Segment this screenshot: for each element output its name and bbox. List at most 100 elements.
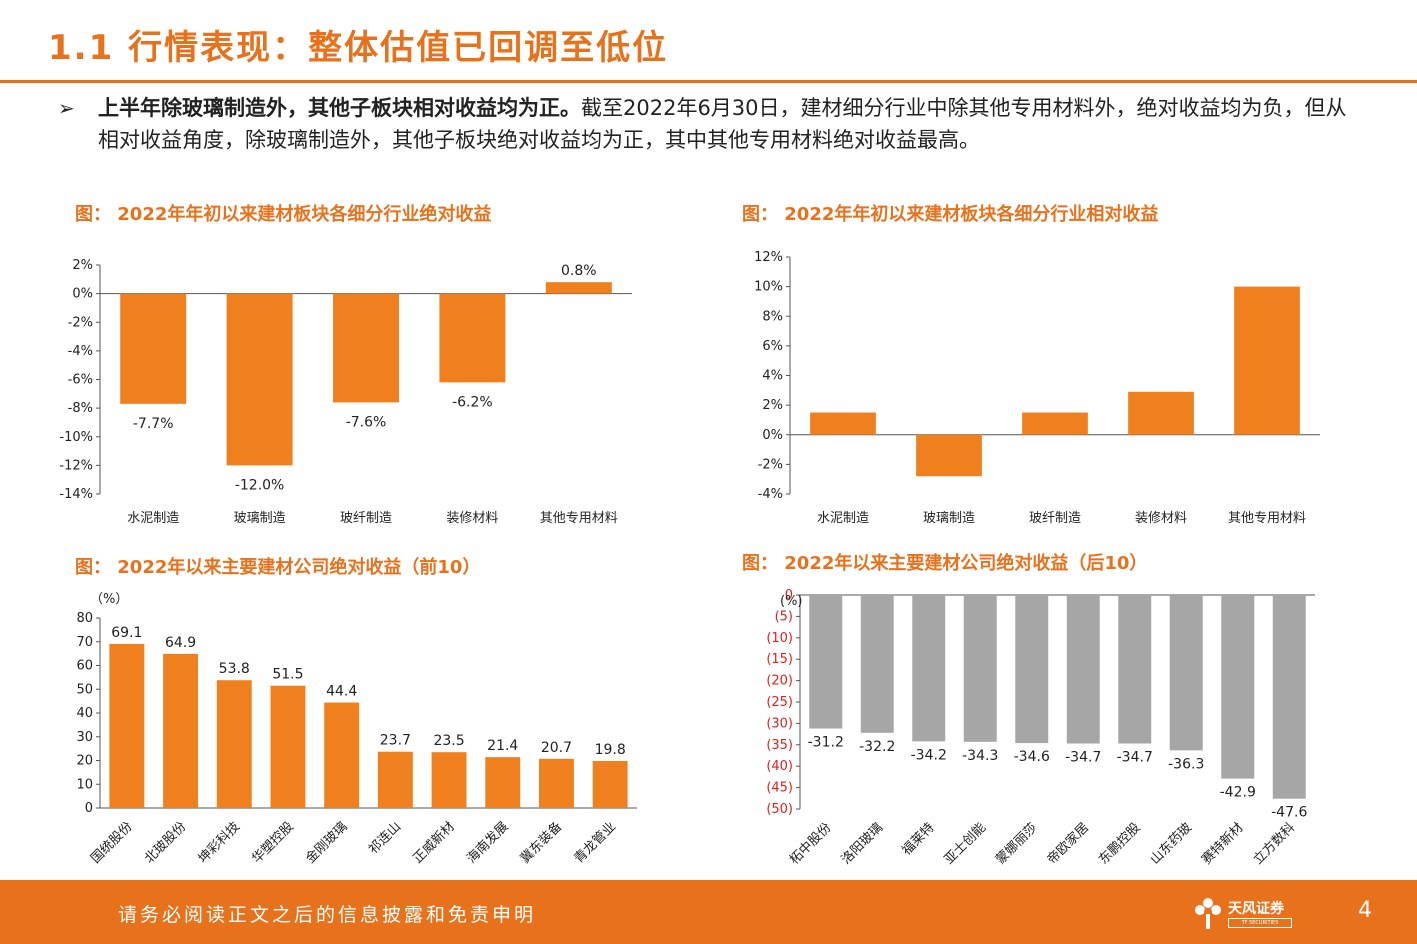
y-tick-label: 0% — [72, 287, 93, 302]
bar — [538, 758, 574, 808]
bar — [1221, 595, 1255, 779]
category-label: 玻璃制造 — [234, 511, 286, 526]
chart-relative-return: 12% 10% 8% 6% 4% 2% 0% -2% -4% 水泥制造 玻璃制造 玻纤制造 装修材料 其他… — [754, 250, 1320, 526]
footer-bar: 请务必阅读正文之后的信息披露和免责申明 天风证券 TF SECURITIES 4 — [0, 880, 1417, 944]
bullet-bold-text: 上半年除玻璃制造外，其他子板块相对收益均为正。 — [98, 96, 581, 120]
y-tick-label: 6% — [762, 339, 783, 354]
bar — [163, 653, 199, 808]
y-unit-label: （%） — [90, 592, 128, 607]
category-label: 冀东装备 — [517, 819, 565, 867]
category-label: 帝欧家居 — [1044, 820, 1092, 868]
category-label: 海南发展 — [463, 819, 511, 867]
category-label: 水泥制造 — [127, 511, 179, 526]
y-tick-label: 2% — [762, 398, 783, 413]
data-label: -7.6% — [346, 414, 387, 430]
category-label: 山东药玻 — [1148, 820, 1195, 867]
y-tick-label: 10% — [754, 280, 783, 295]
chart-absolute-return: 2% 0% -2% -4% -6% -8% -10% -12% -14% -7.7% 水泥制造 -12… — [59, 258, 632, 526]
chart-bottom10-companies: 0 (5) (10) (15) (20) (25) (30) (35) (40) (45) (50)… — [766, 588, 1315, 868]
category-label: 其他专用材料 — [1228, 511, 1306, 526]
bar — [1015, 595, 1049, 744]
bar — [916, 434, 982, 477]
bullet-paragraph: ➢ 上半年除玻璃制造外，其他子板块相对收益均为正。截至2022年6月30日，建材… — [58, 92, 1348, 156]
category-label: 洛阳玻璃 — [839, 820, 886, 867]
category-label: 装修材料 — [1135, 511, 1187, 526]
bar — [324, 702, 360, 808]
data-label: 20.7 — [541, 740, 572, 756]
category-label: 国统股份 — [88, 819, 135, 866]
y-tick-label: -12% — [59, 458, 93, 473]
y-tick-label: -8% — [68, 401, 93, 416]
bar — [109, 643, 145, 808]
bar — [439, 293, 506, 383]
bar — [1022, 412, 1088, 435]
data-label: -47.6 — [1271, 805, 1307, 821]
y-tick-label: 12% — [754, 250, 783, 265]
bullet-text: 上半年除玻璃制造外，其他子板块相对收益均为正。截至2022年6月30日，建材细分… — [98, 92, 1348, 156]
y-tick-label: (50) — [766, 802, 793, 817]
category-label: 立方数科 — [1250, 820, 1298, 868]
data-label: 64.9 — [165, 635, 196, 651]
bar — [1118, 595, 1152, 744]
data-label: -31.2 — [808, 735, 844, 751]
category-label: 玻璃制造 — [923, 511, 975, 526]
y-tick-label: 10 — [76, 777, 93, 792]
page-number: 4 — [1358, 898, 1372, 923]
y-tick-label: 8% — [762, 309, 783, 324]
y-tick-label: 50 — [76, 682, 93, 697]
category-label: 青龙管业 — [572, 819, 619, 866]
bar — [809, 595, 843, 729]
category-label: 柘中股份 — [787, 820, 834, 867]
data-label: -36.3 — [1168, 756, 1204, 772]
fig2-title: 图： 2022年年初以来建材板块各细分行业相对收益 — [742, 204, 1159, 225]
bar — [1066, 595, 1100, 744]
y-tick-label: -14% — [59, 487, 93, 502]
data-label: 19.8 — [595, 742, 626, 758]
y-tick-label: 60 — [76, 659, 93, 674]
data-label: 69.1 — [111, 625, 142, 641]
data-label: -7.7% — [133, 416, 174, 432]
category-label: 北玻股份 — [142, 819, 189, 866]
flower-logo-icon — [1195, 898, 1221, 929]
bar — [226, 293, 293, 466]
bar — [377, 751, 413, 808]
category-label: 装修材料 — [446, 511, 498, 526]
fig1-title: 图： 2022年年初以来建材板块各细分行业绝对收益 — [75, 204, 492, 225]
data-label: -34.2 — [911, 747, 947, 763]
data-label: -34.6 — [1014, 749, 1050, 765]
data-label: 23.5 — [433, 733, 464, 749]
y-tick-label: (30) — [766, 716, 793, 731]
bullet-arrow-icon: ➢ — [58, 96, 75, 120]
y-tick-label: 0% — [762, 428, 783, 443]
chart-top10-companies: 80 70 60 50 40 30 20 10 0 （%） 69.1 国统股份 64.9 北玻股份 53.8… — [76, 592, 637, 867]
category-label: 华塑控股 — [249, 819, 296, 866]
category-label: 玻纤制造 — [340, 511, 392, 526]
bar — [1169, 595, 1203, 751]
category-label: 祁连山 — [365, 819, 404, 858]
y-tick-label: 4% — [762, 369, 783, 384]
data-label: 51.5 — [272, 667, 303, 683]
data-label: 53.8 — [219, 661, 250, 677]
y-tick-label: (15) — [766, 652, 793, 667]
data-label: -12.0% — [235, 477, 285, 493]
bar — [333, 293, 399, 403]
y-tick-label: (10) — [766, 631, 793, 646]
y-tick-label: -10% — [59, 430, 93, 445]
data-label: -34.7 — [1065, 750, 1101, 766]
fig4-title: 图： 2022年以来主要建材公司绝对收益（后10） — [742, 553, 1148, 574]
category-label: 玻纤制造 — [1029, 511, 1081, 526]
y-tick-label: (20) — [766, 674, 793, 689]
data-label: -42.9 — [1220, 785, 1256, 801]
category-label: 坤彩科技 — [196, 819, 243, 866]
title-divider — [0, 80, 1417, 83]
bullet-body-text: 截至2022年6月30日，建材细分行业中除其他专用材料外，绝对收益均为负，但从相… — [98, 96, 1347, 152]
brand-sub: TF SECURITIES — [1228, 918, 1292, 928]
bar — [963, 595, 997, 742]
y-tick-label: -2% — [68, 315, 93, 330]
y-tick-label: -6% — [68, 373, 93, 388]
brand-name: 天风证券 — [1228, 901, 1284, 917]
y-tick-label: (5) — [775, 609, 793, 624]
category-label: 水泥制造 — [817, 511, 869, 526]
category-label: 蒙娜丽莎 — [993, 820, 1040, 867]
brand-logo: 天风证券 TF SECURITIES — [1192, 894, 1312, 932]
